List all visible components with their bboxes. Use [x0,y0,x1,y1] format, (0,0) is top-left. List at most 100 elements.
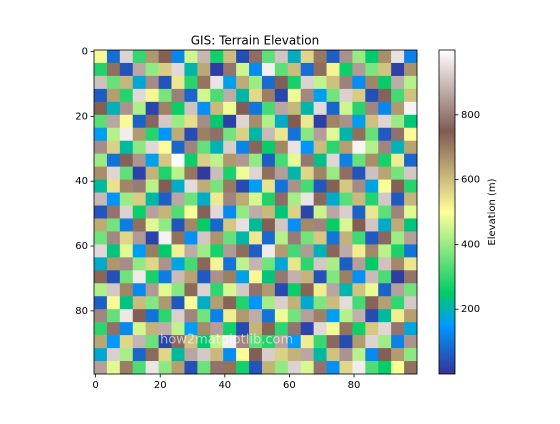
cell [106,166,121,180]
cell [339,361,353,375]
cell [184,114,198,129]
cell [158,205,172,219]
cell [145,88,159,103]
cell [404,231,418,245]
cell [145,166,159,180]
cell [171,114,185,129]
cell [223,309,237,323]
cell [391,244,405,258]
cell [236,179,250,193]
cell [106,322,121,336]
cell [378,231,392,245]
cell [119,231,134,245]
cell [106,50,121,64]
cell [171,361,185,375]
cell [300,101,314,116]
cell [184,140,198,154]
cell [94,75,108,90]
cell [94,50,108,64]
cell [184,309,198,323]
cell [197,153,211,167]
cell [300,335,314,349]
cell [119,296,134,310]
cell [404,335,418,349]
cell [326,50,340,64]
cell [197,205,211,219]
cell [106,270,121,284]
cell [171,179,185,193]
cell [339,296,353,310]
cell [274,218,289,232]
cell [378,179,392,193]
cell [210,101,224,116]
cell [106,231,121,245]
cell [249,348,263,362]
cell [145,50,159,64]
cell [378,75,392,90]
cell [132,257,146,271]
cell [313,205,327,219]
cell [119,348,134,362]
cell [158,192,172,206]
cell [261,283,276,297]
cell [365,166,379,180]
cell [210,153,224,167]
cell [184,361,198,375]
cell [287,140,302,154]
cell [119,283,134,297]
cell [184,88,198,103]
cell [119,322,134,336]
cell [378,218,392,232]
cell [352,257,366,271]
cell [223,244,237,258]
cell [352,335,366,349]
cell [287,231,302,245]
cell [404,140,418,154]
cell [236,205,250,219]
cell [313,231,327,245]
cell [313,361,327,375]
cell [274,75,289,90]
cell [249,153,263,167]
cell [210,75,224,90]
cell [223,153,237,167]
cell [119,205,134,219]
cell [197,283,211,297]
cell [352,50,366,64]
cell [249,114,263,129]
cell [210,348,224,362]
cell [236,88,250,103]
cell [339,153,353,167]
cell [236,244,250,258]
cell [223,257,237,271]
cell [106,101,121,116]
cell [249,127,263,142]
cell [378,205,392,219]
cell [236,348,250,362]
cell [184,244,198,258]
cell [313,270,327,284]
cell [158,114,172,129]
cell [210,127,224,142]
cell [119,62,134,77]
cell [197,127,211,142]
y-tick-label: 60 [75,241,88,252]
cell [223,270,237,284]
cell [378,101,392,116]
cell [339,192,353,206]
cell [184,335,198,349]
cell [184,231,198,245]
cell [274,205,289,219]
cell [352,244,366,258]
y-tick-label: 20 [75,111,88,122]
cell [261,218,276,232]
cell [106,127,121,142]
cell [106,88,121,103]
cell [326,348,340,362]
cell [106,179,121,193]
cell [287,166,302,180]
cell [184,50,198,64]
cell [184,62,198,77]
cell [391,114,405,129]
cell [339,283,353,297]
